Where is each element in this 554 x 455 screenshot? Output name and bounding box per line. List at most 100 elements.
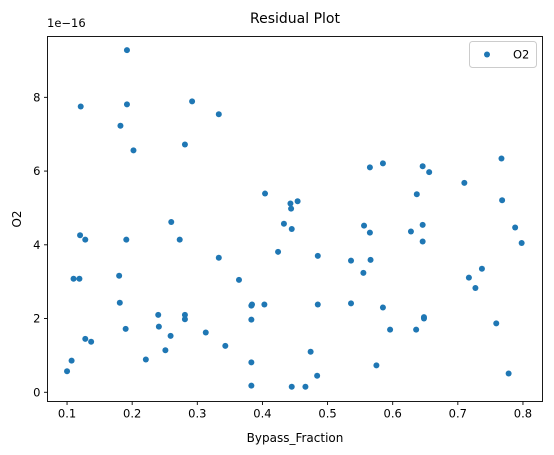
data-point: [168, 218, 175, 225]
data-point: [505, 370, 512, 377]
data-point: [518, 239, 525, 246]
data-point: [235, 276, 242, 283]
data-point: [248, 316, 255, 323]
x-tick-label: 0.4: [253, 407, 271, 421]
data-point: [307, 348, 314, 355]
data-point: [262, 190, 269, 197]
data-point: [419, 221, 426, 228]
data-point: [68, 357, 75, 364]
data-point: [215, 111, 222, 118]
data-point: [348, 300, 355, 307]
data-point: [314, 372, 321, 379]
data-point: [88, 338, 95, 345]
data-point: [366, 229, 373, 236]
data-point: [407, 228, 414, 235]
legend-marker: [484, 51, 490, 58]
data-point: [512, 224, 519, 231]
data-point: [77, 232, 84, 239]
y-tick-label: 0: [33, 385, 40, 399]
plot-frame: [47, 36, 543, 402]
data-point: [366, 164, 373, 171]
data-point: [498, 155, 505, 162]
y-tick-label: 4: [33, 238, 40, 252]
data-point: [387, 326, 394, 333]
legend-box: [469, 41, 537, 68]
data-point: [420, 315, 427, 322]
data-point: [294, 198, 301, 205]
data-point: [189, 98, 196, 105]
data-point: [77, 103, 84, 110]
plot-area: [64, 47, 525, 390]
data-point: [288, 383, 295, 390]
data-point: [123, 47, 130, 54]
data-point: [465, 274, 472, 281]
data-point: [413, 326, 420, 333]
data-point: [116, 299, 123, 306]
data-point: [261, 301, 268, 308]
y-axis-label: O2: [10, 210, 24, 227]
data-point: [64, 368, 71, 375]
data-point: [122, 325, 129, 332]
data-point: [499, 197, 506, 204]
x-tick-label: 0.8: [514, 407, 532, 421]
data-point: [155, 323, 162, 330]
data-point: [314, 252, 321, 259]
y-tick-label: 2: [33, 312, 40, 326]
data-point: [167, 332, 174, 339]
data-point: [426, 169, 433, 176]
data-point: [123, 101, 130, 108]
data-point: [181, 141, 188, 148]
data-point: [275, 248, 282, 255]
y-tick-label: 6: [33, 164, 40, 178]
data-point: [361, 222, 368, 229]
data-point: [413, 191, 420, 198]
data-point: [348, 257, 355, 264]
data-point: [162, 347, 169, 354]
data-point: [248, 359, 255, 366]
legend: O2: [469, 41, 537, 68]
chart-title: Residual Plot: [250, 11, 340, 27]
legend-label: O2: [513, 48, 529, 62]
x-tick-label: 0.7: [449, 407, 467, 421]
data-point: [461, 179, 468, 186]
data-point: [181, 316, 188, 323]
x-tick-label: 0.5: [318, 407, 336, 421]
data-point: [202, 329, 209, 336]
data-point: [373, 362, 380, 369]
data-point: [70, 275, 77, 282]
data-point: [142, 356, 149, 363]
data-point: [248, 382, 255, 389]
data-point: [181, 311, 188, 318]
y-tick-label: 8: [33, 90, 40, 104]
data-point: [419, 238, 426, 245]
data-point: [116, 272, 123, 279]
x-axis: 0.1 0.2 0.3 0.4 0.5 0.6 0.7 0.8: [58, 401, 532, 421]
data-point: [360, 269, 367, 276]
data-point: [76, 275, 83, 282]
x-tick-label: 0.3: [188, 407, 206, 421]
data-point: [155, 311, 162, 318]
data-point: [288, 225, 295, 232]
y-axis: 0 2 4 6 8: [33, 90, 48, 399]
data-point: [82, 236, 89, 243]
data-point: [215, 254, 222, 261]
x-tick-label: 0.1: [58, 407, 76, 421]
data-point: [288, 205, 295, 212]
data-point: [379, 304, 386, 311]
data-point: [280, 220, 287, 227]
data-point: [123, 236, 130, 243]
data-point: [472, 284, 479, 291]
data-point: [302, 383, 309, 390]
data-point: [379, 160, 386, 167]
data-point: [176, 236, 183, 243]
data-point: [287, 200, 294, 207]
data-point: [130, 147, 137, 154]
x-axis-label: Bypass_Fraction: [247, 431, 344, 445]
data-point: [117, 122, 124, 129]
data-point: [419, 163, 426, 170]
data-point: [493, 320, 500, 327]
x-tick-label: 0.6: [384, 407, 402, 421]
data-point: [478, 265, 485, 272]
data-point: [314, 301, 321, 308]
